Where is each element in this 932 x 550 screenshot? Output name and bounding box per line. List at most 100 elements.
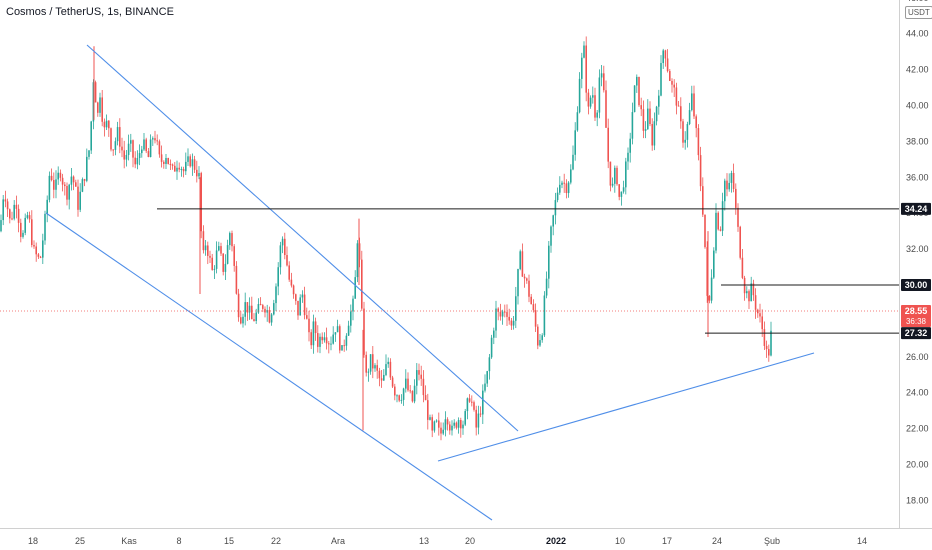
candle-body [81, 179, 84, 192]
candle-body [2, 199, 4, 221]
candle [358, 237, 361, 268]
candle [616, 165, 618, 186]
candle-body [156, 140, 158, 142]
candle-body [319, 336, 321, 347]
candle [174, 161, 176, 172]
trendline-lower[interactable] [45, 212, 493, 521]
candle-body [438, 420, 440, 428]
candle [268, 306, 271, 324]
candle [281, 236, 284, 254]
candle [539, 333, 541, 347]
candle [407, 372, 409, 392]
candle [83, 178, 86, 187]
candle [149, 134, 152, 158]
time-axis[interactable]: 18 25 Kas 8 15 22 Ara 13 20 2022 10 17 24 Şub 14 [28, 536, 867, 546]
candle-body [453, 422, 455, 426]
candle [330, 336, 332, 351]
candle-body [603, 73, 605, 91]
candle-body [605, 90, 607, 128]
candle-body [383, 374, 385, 381]
x-tick-label: 10 [615, 536, 625, 546]
candle-body [350, 311, 352, 326]
candle [147, 147, 150, 158]
candle-body [130, 140, 132, 144]
currency-badge[interactable]: USDT [905, 6, 932, 19]
candle [114, 137, 117, 156]
candle [295, 293, 297, 305]
candle-body [66, 186, 68, 200]
candle-body [534, 310, 537, 327]
candle-body [506, 312, 508, 317]
candle [11, 211, 13, 221]
candle [145, 137, 147, 154]
candle [378, 367, 381, 387]
candle [411, 390, 414, 403]
candle [565, 179, 568, 199]
candle [33, 240, 35, 249]
candle [530, 294, 532, 305]
candle [754, 288, 757, 319]
candle [15, 195, 18, 219]
candle [647, 99, 649, 131]
candle-body [501, 311, 504, 317]
candle-body [484, 383, 486, 391]
candle [112, 149, 114, 156]
candle-body [691, 93, 693, 111]
candle-body [510, 320, 513, 326]
candle [105, 114, 108, 130]
candle [431, 414, 433, 438]
candle-body [466, 398, 469, 412]
candle [332, 326, 334, 345]
candle-body [191, 159, 194, 167]
candle-body [79, 191, 81, 210]
candle [290, 272, 293, 288]
candle [552, 214, 554, 236]
candle [277, 262, 279, 296]
candle [486, 370, 488, 387]
candle [609, 161, 612, 192]
candle [299, 294, 301, 316]
candle [68, 183, 70, 210]
candle-body [565, 183, 568, 194]
candle-body [116, 127, 119, 142]
candle [48, 171, 51, 203]
candle-body [97, 102, 99, 113]
x-tick-label: 25 [75, 536, 85, 546]
candle-body [297, 300, 299, 316]
candle [237, 288, 240, 322]
candle [724, 178, 726, 211]
candle-body [545, 278, 548, 296]
candle-body [226, 245, 229, 264]
candle [468, 394, 471, 403]
candle-body [702, 186, 704, 215]
candle-body [442, 429, 444, 434]
candle-body [644, 129, 647, 131]
candle [292, 284, 295, 299]
candle [191, 153, 194, 176]
candle [347, 320, 350, 336]
candle [312, 314, 315, 354]
candle-body [341, 345, 343, 351]
candle [136, 150, 139, 170]
y-tick-label: 26.00 [906, 352, 929, 362]
candle-body [427, 400, 429, 420]
candle-body [523, 276, 526, 279]
candle-body [264, 308, 266, 313]
candle [288, 261, 290, 282]
candle [620, 191, 623, 206]
candle-body [376, 365, 378, 371]
candle-body [70, 176, 73, 185]
candle [211, 253, 213, 271]
candle-body [185, 161, 187, 172]
candle-body [198, 173, 200, 177]
drawings[interactable] [0, 44, 899, 521]
candle-body [618, 184, 620, 197]
candle [94, 80, 97, 103]
trendline-upper[interactable] [86, 44, 519, 432]
candle [301, 290, 304, 303]
candle-body [154, 138, 156, 141]
candle [26, 211, 29, 220]
candle [0, 214, 2, 233]
trendline-support[interactable] [437, 352, 815, 462]
